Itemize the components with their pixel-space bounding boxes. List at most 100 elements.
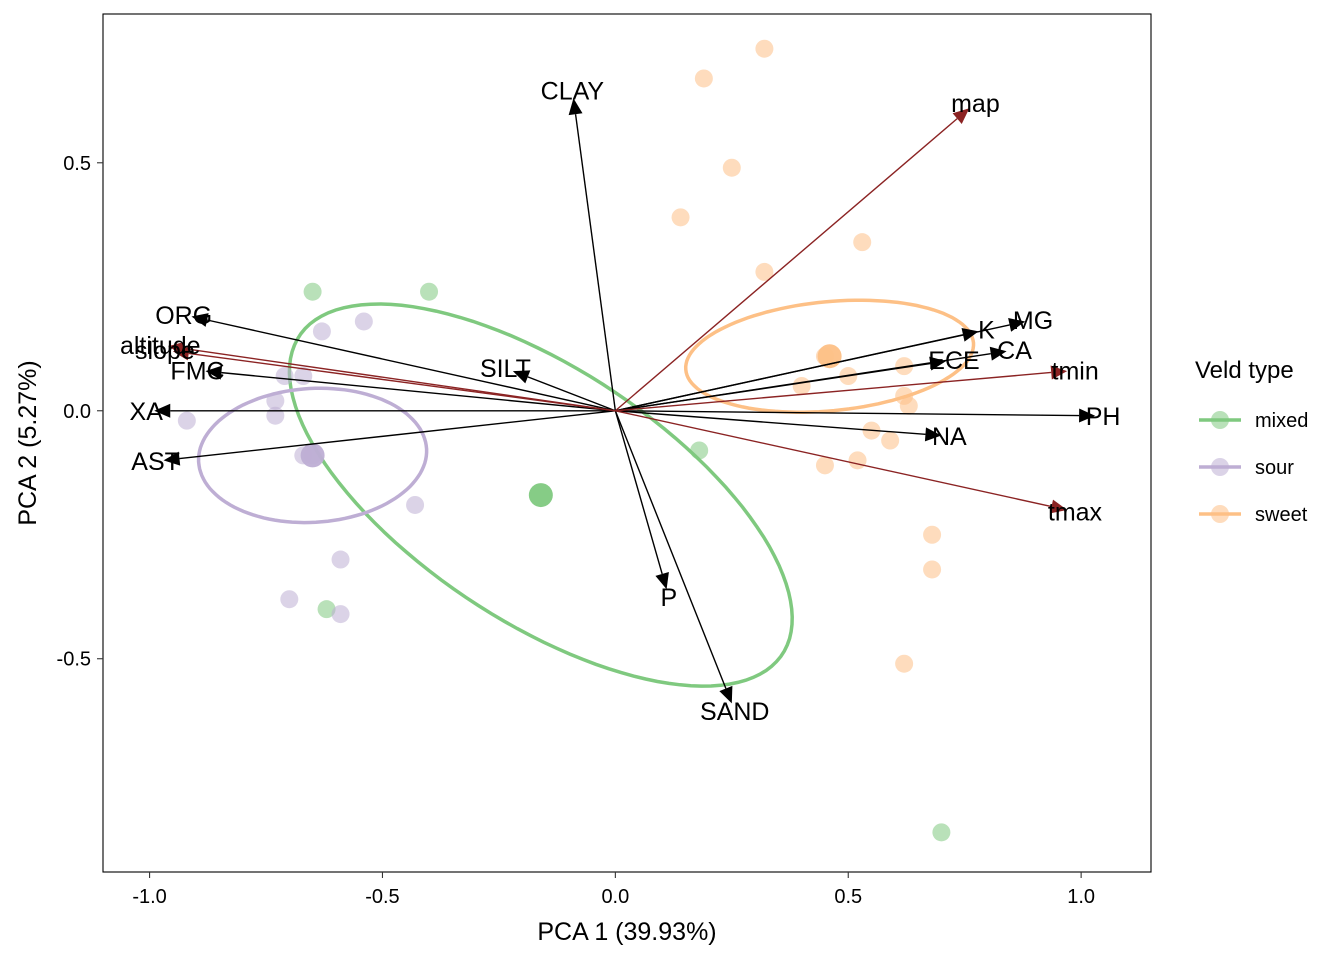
arrow-label-CA: CA [997,337,1032,365]
arrow-label-map: map [951,90,1000,118]
point-sweet [895,357,914,376]
arrow-SAND [614,410,727,689]
ellipse-sweet [683,298,976,414]
arrow-label-SILT: SILT [480,355,531,383]
point-sour [266,406,285,425]
point-sweet [881,431,900,450]
point-sour [275,367,294,386]
loading-arrows [154,98,1096,704]
sample-points [177,39,951,842]
x-tick-label: -1.0 [132,886,166,908]
legend-label-mixed: mixed [1255,410,1308,432]
y-axis: -0.5 0.0 0.5 [57,153,103,671]
arrow-label-AST: AST [131,448,180,476]
centroid-mixed [528,483,553,508]
y-axis-title: PCA 2 (5.27%) [14,360,42,525]
point-sweet [755,262,774,281]
arrow-label-K: K [978,317,995,345]
ellipse-mixed [287,302,794,688]
arrowhead-P [655,571,669,590]
arrow-slope [188,352,616,412]
arrowhead-ORG [191,313,209,327]
point-sweet [853,233,872,252]
arrow-CA [615,352,991,412]
loading-labels: CLAY ORG FMC SILT XA AST P SAND K MG ECE CA PH NA map t… [120,77,1120,725]
x-tick-label: 0.0 [601,886,629,908]
arrow-MG [615,324,1010,412]
arrowhead-CLAY [568,98,583,116]
point-sweet [923,525,942,544]
arrow-label-NA: NA [932,423,967,451]
centroid-sour [300,443,325,468]
x-tick-label: 0.5 [834,886,862,908]
x-axis: -1.0 -0.5 0.0 0.5 1.0 [132,872,1095,908]
plot-panel-border [102,13,1152,873]
point-sour [331,550,350,569]
point-sour [354,312,373,331]
point-sweet [923,560,942,579]
point-sour [177,411,196,430]
arrow-CLAY [574,114,617,411]
point-sour [266,391,285,410]
point-sour [331,605,350,624]
arrow-label-SAND: SAND [700,698,769,726]
point-sweet [671,208,690,227]
point-sweet [899,396,918,415]
arrow-tmin [615,371,1052,412]
legend: Veld type mixed sour sweet [1195,357,1308,526]
y-tick-label: 0.0 [63,401,91,423]
point-sour [280,590,299,609]
arrowhead-AST [163,451,181,466]
arrow-FMC [221,371,616,412]
arrow-label-PH: PH [1086,403,1121,431]
arrowhead-map [952,108,970,124]
legend-title: Veld type [1195,357,1294,384]
point-sweet [815,456,834,475]
ellipse-sour [196,386,429,525]
point-mixed [303,282,322,301]
arrow-PH [615,410,1080,417]
point-mixed [932,823,951,842]
arrow-label-slope: slope [135,337,195,365]
arrow-label-XA: XA [130,398,164,426]
point-sweet [792,376,811,395]
arrowhead-tmin [1050,365,1068,380]
legend-key-point-sour [1211,458,1229,476]
point-mixed [690,441,709,460]
arrow-tmax [615,410,1052,508]
arrow-map [614,118,958,412]
arrowhead-CA [989,346,1007,361]
point-mixed [420,282,439,301]
arrowhead-slope [172,346,190,361]
arrow-label-CLAY: CLAY [541,77,605,105]
arrowhead-FMC [205,365,223,380]
arrowhead-NA [924,427,942,442]
confidence-ellipses [196,298,976,688]
arrow-label-ECE: ECE [928,347,979,375]
arrowhead-SAND [719,685,733,704]
legend-label-sweet: sweet [1255,504,1308,526]
arrowhead-PH [1079,408,1096,423]
arrow-AST [179,410,616,460]
x-tick-label: -0.5 [365,886,399,908]
arrow-label-tmin: tmin [1052,357,1099,385]
arrowhead-tmax [1050,499,1068,514]
arrow-label-ORG: ORG [155,302,212,330]
legend-key-point-mixed [1211,411,1229,429]
point-sweet [895,654,914,673]
group-centroids [300,344,842,508]
point-sour [406,495,425,514]
arrow-NA [615,410,926,436]
arrowhead-XA [154,403,171,418]
x-tick-label: 1.0 [1067,886,1095,908]
x-axis-title: PCA 1 (39.93%) [537,918,716,946]
arrow-ORG [206,319,616,412]
y-tick-label: 0.5 [63,153,91,175]
point-sweet [755,39,774,58]
arrowhead-ECE [929,356,947,371]
legend-label-sour: sour [1255,457,1294,479]
arrow-label-MG: MG [1013,307,1053,335]
arrowhead-SILT [512,370,531,384]
point-sweet [848,451,867,470]
